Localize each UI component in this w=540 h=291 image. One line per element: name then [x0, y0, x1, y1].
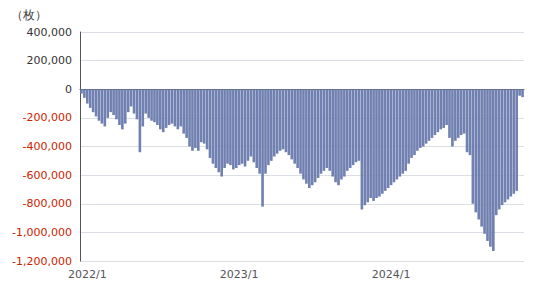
svg-text:2022/1: 2022/1 — [68, 268, 107, 281]
svg-text:-200,000: -200,000 — [23, 111, 72, 124]
svg-text:-400,000: -400,000 — [23, 140, 72, 153]
svg-text:0: 0 — [65, 83, 72, 96]
svg-text:400,000: 400,000 — [27, 26, 73, 39]
svg-text:2024/1: 2024/1 — [372, 268, 411, 281]
svg-text:-1,000,000: -1,000,000 — [12, 226, 72, 239]
svg-text:-1,200,000: -1,200,000 — [12, 255, 72, 268]
svg-text:2023/1: 2023/1 — [220, 268, 259, 281]
svg-text:（枚）: （枚） — [11, 8, 47, 22]
svg-text:200,000: 200,000 — [27, 54, 73, 67]
svg-text:-600,000: -600,000 — [23, 169, 72, 182]
svg-text:-800,000: -800,000 — [23, 197, 72, 210]
